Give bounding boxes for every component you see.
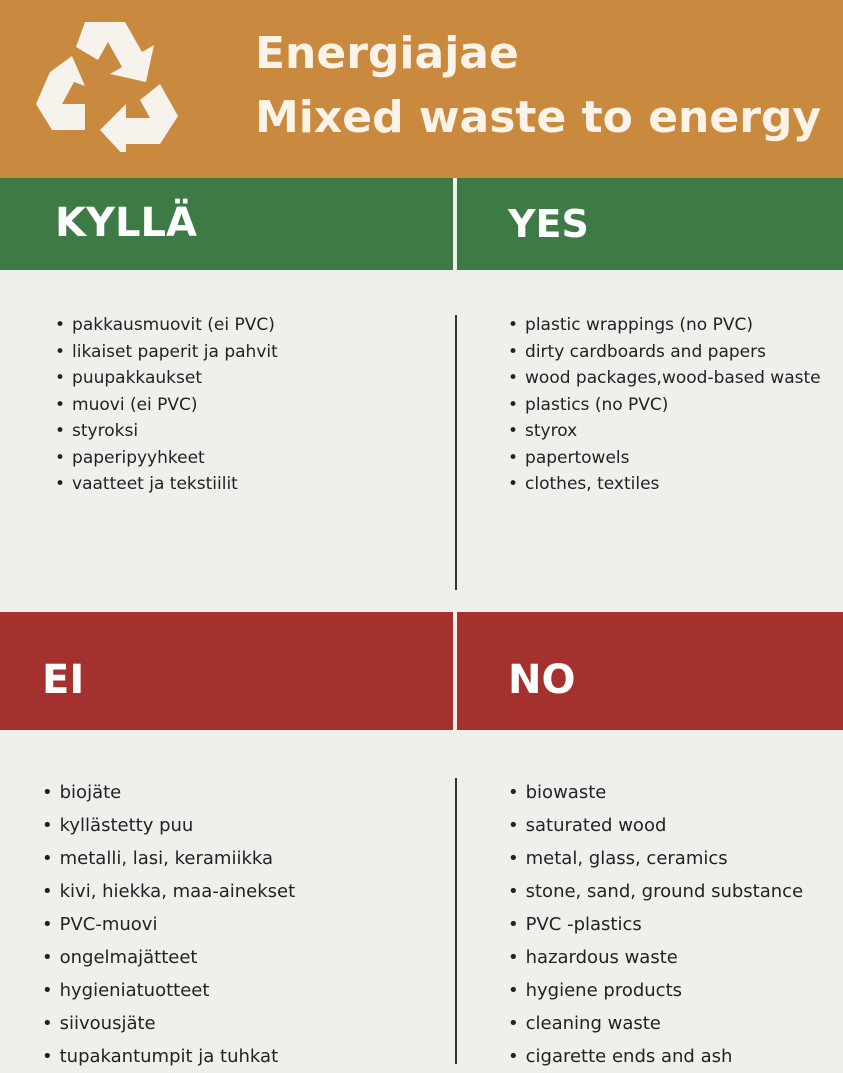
list-item: tupakantumpit ja tuhkat: [42, 1040, 295, 1073]
header-band: Energiajae Mixed waste to energy: [0, 0, 843, 178]
divider: [455, 778, 457, 1064]
list-item: hygieniatuotteet: [42, 974, 295, 1007]
list-item: clothes, textiles: [508, 471, 821, 498]
list-item: wood packages,wood-based waste: [508, 365, 821, 392]
heading: YES: [508, 202, 589, 246]
heading: NO: [508, 657, 575, 703]
list-item: stone, sand, ground substance: [508, 875, 803, 908]
list-item: kivi, hiekka, maa-ainekset: [42, 875, 295, 908]
divider: [453, 178, 457, 270]
list: biowastesaturated woodmetal, glass, cera…: [508, 776, 803, 1073]
yes-band: KYLLÄ YES: [0, 178, 843, 270]
list-item: metalli, lasi, keramiikka: [42, 842, 295, 875]
list-item: hazardous waste: [508, 941, 803, 974]
divider: [455, 315, 457, 590]
title-line: Energiajae: [255, 22, 821, 86]
list-item: styroksi: [55, 418, 278, 445]
heading: KYLLÄ: [55, 200, 197, 246]
title-line: Mixed waste to energy: [255, 86, 821, 150]
list-item: metal, glass, ceramics: [508, 842, 803, 875]
list-item: puupakkaukset: [55, 365, 278, 392]
list-item: hygiene products: [508, 974, 803, 1007]
list-item: kyllästetty puu: [42, 809, 295, 842]
list-item: siivousjäte: [42, 1007, 295, 1040]
list-item: PVC -plastics: [508, 908, 803, 941]
list: pakkausmuovit (ei PVC)likaiset paperit j…: [55, 312, 278, 498]
list-item: vaatteet ja tekstiilit: [55, 471, 278, 498]
list-item: plastic wrappings (no PVC): [508, 312, 821, 339]
list-item: paperipyyhkeet: [55, 445, 278, 472]
list: biojätekyllästetty puumetalli, lasi, ker…: [42, 776, 295, 1073]
list-item: cleaning waste: [508, 1007, 803, 1040]
list-item: papertowels: [508, 445, 821, 472]
list-item: dirty cardboards and papers: [508, 339, 821, 366]
title: Energiajae Mixed waste to energy: [255, 22, 821, 150]
sign: Energiajae Mixed waste to energy KYLLÄ Y…: [0, 0, 843, 1064]
no-band: EI NO: [0, 612, 843, 730]
list-item: pakkausmuovit (ei PVC): [55, 312, 278, 339]
list-item: cigarette ends and ash: [508, 1040, 803, 1073]
list-item: likaiset paperit ja pahvit: [55, 339, 278, 366]
list-item: ongelmajätteet: [42, 941, 295, 974]
list-item: saturated wood: [508, 809, 803, 842]
list-item: biowaste: [508, 776, 803, 809]
list-item: styrox: [508, 418, 821, 445]
list-item: muovi (ei PVC): [55, 392, 278, 419]
divider: [453, 612, 457, 730]
list-item: biojäte: [42, 776, 295, 809]
list-item: plastics (no PVC): [508, 392, 821, 419]
recycle-icon: [30, 12, 190, 152]
list: plastic wrappings (no PVC)dirty cardboar…: [508, 312, 821, 498]
heading: EI: [42, 657, 84, 703]
list-item: PVC-muovi: [42, 908, 295, 941]
